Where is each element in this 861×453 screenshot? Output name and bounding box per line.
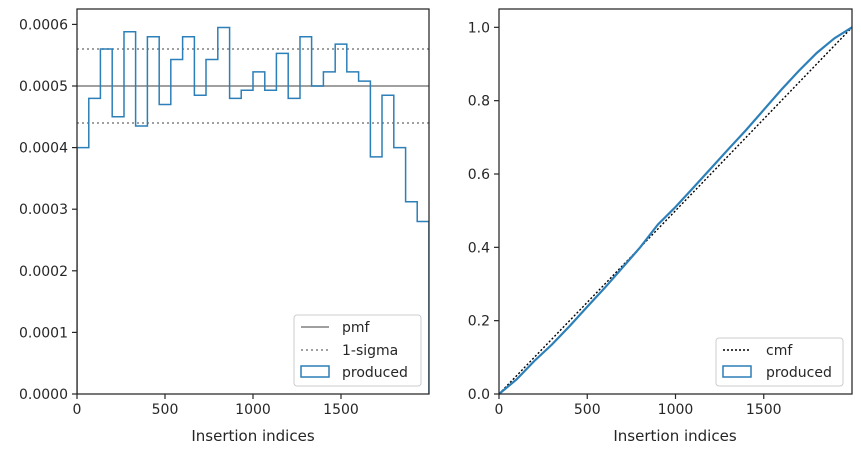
- histogram-x-tick-label: 500: [152, 402, 179, 418]
- legend-1-sigma-label: 1-sigma: [342, 343, 398, 359]
- histogram-y-tick-label: 0.0004: [19, 141, 68, 157]
- legend-cmf-label: cmf: [766, 343, 793, 359]
- cmf-x-axis-label: Insertion indices: [613, 427, 736, 445]
- histogram-y-tick-label: 0.0003: [19, 202, 68, 218]
- legend-cmf-produced-swatch: [722, 365, 752, 378]
- histogram-y-tick-label: 0.0002: [19, 264, 68, 280]
- histogram-x-tick-label: 1000: [235, 402, 271, 418]
- histogram-x-axis-label: Insertion indices: [191, 427, 314, 445]
- histogram-y-tick-label: 0.0001: [19, 325, 68, 341]
- cmf-legend: cmf produced: [715, 337, 844, 387]
- cmf-series-line: [498, 26, 853, 395]
- legend-produced-swatch: [300, 365, 330, 378]
- histogram-y-tick-label: 0.0000: [19, 387, 68, 403]
- cmf-x-ticks: 0 500 1000 1500: [495, 394, 782, 418]
- cmf-y-tick-label: 0.2: [468, 314, 490, 330]
- cmf-axes-frame: [498, 8, 853, 395]
- cmf-y-tick-label: 0.6: [468, 167, 490, 183]
- histogram-y-tick-label: 0.0005: [19, 79, 68, 95]
- cmf-x-tick-label: 0: [495, 402, 504, 418]
- cmf-y-tick-label: 0.4: [468, 240, 490, 256]
- histogram-panel: 0 500 1000 1500 0.00000.00010.00020.00030.0…: [19, 8, 430, 445]
- histogram-x-tick-label: 1500: [323, 402, 359, 418]
- cmf-panel: 0 500 1000 1500 0.0 0.2 0.4 0.6 0.8 1.0 Insertio…: [468, 8, 853, 445]
- cmf-y-ticks: 0.0 0.2 0.4 0.6 0.8 1.0: [468, 20, 499, 403]
- cmf-x-tick-label: 1500: [746, 402, 782, 418]
- cmf-y-tick-label: 1.0: [468, 20, 490, 36]
- histogram-legend: pmf 1-sigma produced: [293, 314, 422, 387]
- cmf-x-tick-label: 1000: [658, 402, 694, 418]
- cmf-plot-area: [498, 26, 853, 395]
- cmf-y-tick-label: 0.0: [468, 387, 490, 403]
- produced-histogram: [77, 26, 429, 394]
- legend-cmf-produced-label: produced: [766, 365, 832, 381]
- histogram-y-tick-label: 0.0006: [19, 17, 68, 33]
- histogram-plot-area: [77, 26, 429, 394]
- cmf-x-tick-label: 500: [574, 402, 601, 418]
- legend-pmf-label: pmf: [342, 320, 371, 336]
- cmf-y-tick-label: 0.8: [468, 94, 490, 110]
- histogram-y-ticks: 0.0000 0.0001 0.0002 0.0003 0.0004 0.0005 0.00…: [19, 17, 77, 403]
- produced-series-line: [498, 26, 853, 395]
- histogram-legend-box: [293, 314, 422, 387]
- histogram-x-tick-label: 0: [73, 402, 82, 418]
- histogram-x-ticks: 0 500 1000 1500: [73, 394, 359, 418]
- legend-produced-label: produced: [342, 365, 408, 381]
